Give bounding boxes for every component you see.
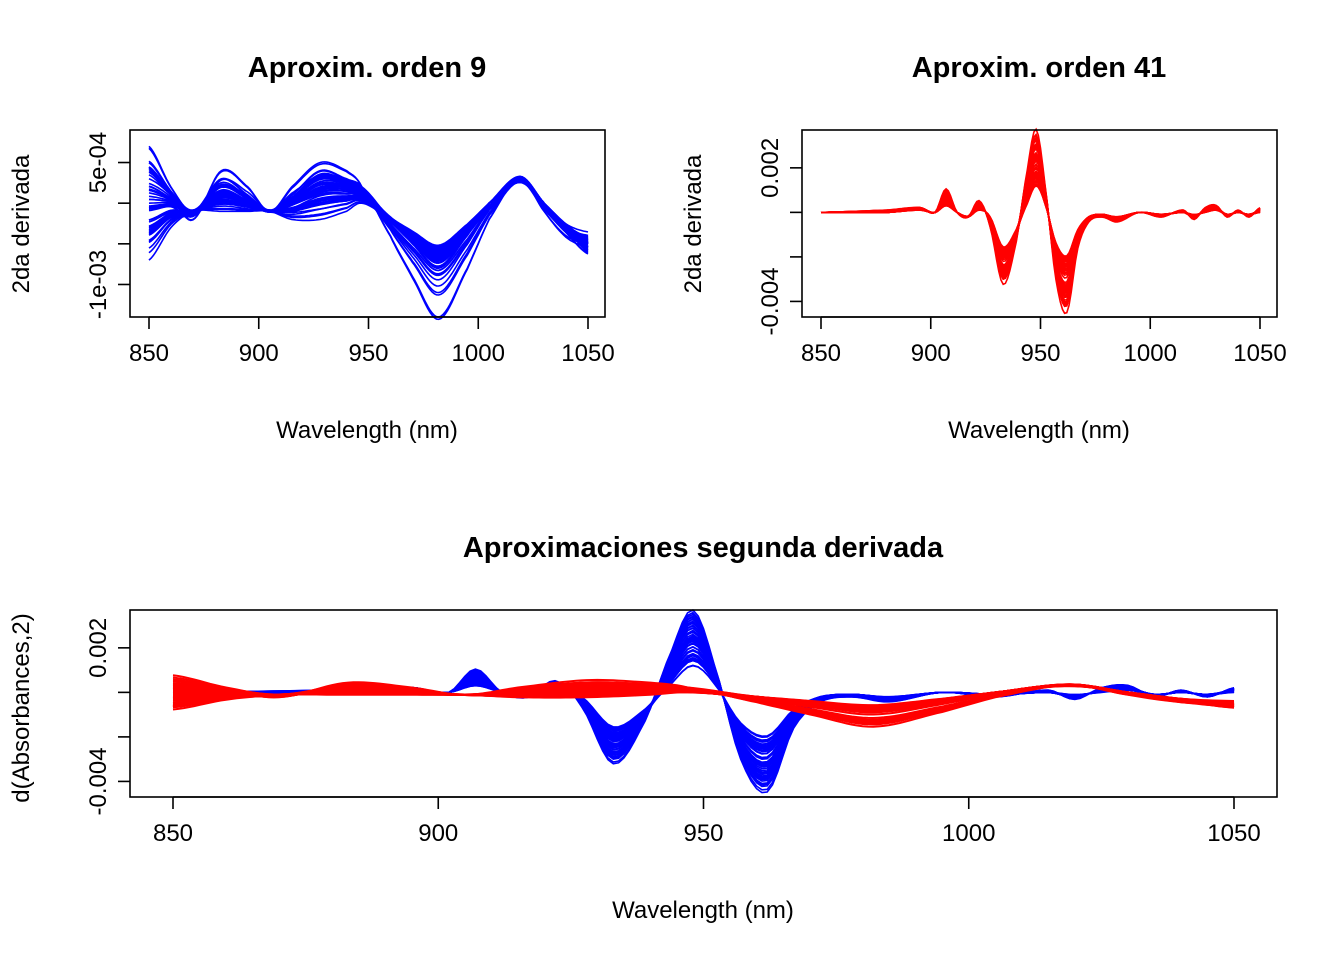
series-line-blue (173, 664, 1235, 738)
panel-orden-41: Aproxim. orden 41 850 900 950 1000 1050 -0.0… (680, 52, 1287, 444)
x-tick-label: 850 (153, 820, 193, 847)
y-tick-label: 0.002 (85, 618, 112, 678)
panel-1-x-axis: 850 900 950 1000 1050 (129, 316, 615, 367)
series-line-blue (173, 658, 1235, 746)
y-tick-label: 5e-04 (85, 132, 112, 193)
panel-3-title: Aproximaciones segunda derivada (463, 532, 944, 564)
x-tick-label: 1000 (452, 340, 505, 367)
x-tick-label: 950 (348, 340, 388, 367)
x-tick-label: 950 (1020, 340, 1060, 367)
series-line-blue (173, 654, 1235, 750)
series-line (148, 161, 589, 318)
series-line (821, 184, 1261, 257)
panel-3-plot-area (172, 608, 1235, 794)
x-tick-label: 850 (801, 340, 841, 367)
x-tick-label: 950 (683, 820, 723, 847)
y-tick-label: -0.004 (85, 747, 112, 815)
panel-2-y-axis: -0.004 0.002 (757, 138, 802, 335)
panel-3-y-axis: -0.004 0.002 (85, 618, 130, 815)
panel-1-title: Aproxim. orden 9 (248, 52, 487, 84)
series-line-blue (173, 654, 1235, 747)
x-tick-label: 1050 (1207, 820, 1260, 847)
x-tick-label: 1050 (561, 340, 614, 367)
panel-2-y-label: 2da derivada (680, 154, 707, 293)
x-tick-label: 1050 (1233, 340, 1286, 367)
x-tick-label: 900 (911, 340, 951, 367)
panel-1-x-label: Wavelength (nm) (276, 417, 458, 444)
panel-1-y-axis: -1e-03 5e-04 (85, 132, 130, 319)
panel-2-plot-area (820, 127, 1261, 315)
y-tick-label: 0.002 (757, 138, 784, 198)
series-line-red (172, 678, 1235, 728)
panel-2-x-label: Wavelength (nm) (948, 417, 1130, 444)
series-line (148, 177, 589, 261)
x-tick-label: 850 (129, 340, 169, 367)
panel-1-frame (129, 129, 606, 318)
x-tick-label: 1000 (1124, 340, 1177, 367)
panel-combined: Aproximaciones segunda derivada 850 900 95… (8, 532, 1278, 924)
y-tick-label: -0.004 (757, 267, 784, 335)
series-line (821, 183, 1261, 259)
series-line (821, 182, 1261, 260)
panel-1-plot-area (148, 145, 589, 321)
x-tick-label: 1000 (942, 820, 995, 847)
x-tick-label: 900 (418, 820, 458, 847)
panel-3-x-label: Wavelength (nm) (612, 897, 794, 924)
panel-3-x-axis: 850 900 950 1000 1050 (153, 796, 1261, 847)
series-line-blue (173, 664, 1235, 739)
series-line-blue (173, 659, 1235, 741)
y-tick-label: -1e-03 (85, 250, 112, 319)
series-line (821, 184, 1261, 259)
panel-2-x-axis: 850 900 950 1000 1050 (801, 316, 1287, 367)
series-line-blue (173, 654, 1235, 750)
series-line-blue (173, 659, 1235, 743)
panel-1-y-label: 2da derivada (8, 154, 35, 293)
panel-2-title: Aproxim. orden 41 (912, 52, 1167, 84)
x-tick-label: 900 (239, 340, 279, 367)
panel-3-y-label: d(Absorbances,2) (8, 613, 35, 802)
series-line-blue (173, 659, 1235, 743)
panel-orden-9: Aproxim. orden 9 850 900 950 1000 1050 -1e-0… (8, 52, 615, 444)
series-line-blue (173, 654, 1235, 749)
series-line (821, 180, 1261, 262)
